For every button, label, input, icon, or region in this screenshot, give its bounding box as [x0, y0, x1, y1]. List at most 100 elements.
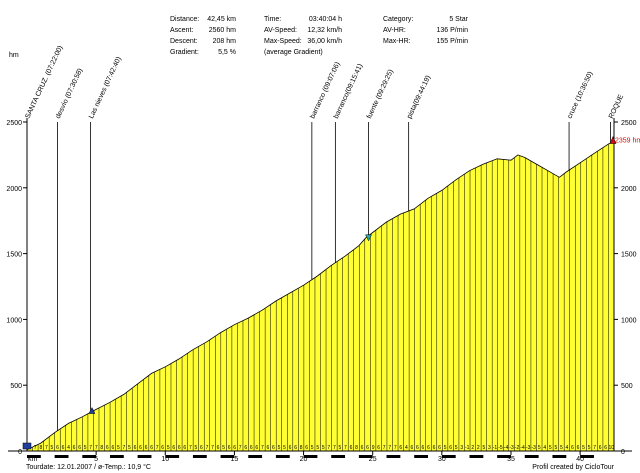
waypoint-label: pista(09:44:19) — [406, 75, 432, 120]
y-tick-label-left: 2000 — [6, 186, 22, 193]
gradient-label: 5 — [278, 445, 281, 451]
gradient-label: 7 — [394, 445, 397, 451]
km-stripe — [580, 455, 594, 458]
gradient-label: 6 — [577, 445, 580, 451]
gradient-label: 5 — [283, 445, 286, 451]
stat-distance-value: 42,45 km — [207, 16, 236, 23]
gradient-label: 6 — [438, 445, 441, 451]
gradient-label: -1 — [493, 445, 498, 451]
gradient-label: 7 — [89, 445, 92, 451]
gradient-label: 5 — [167, 445, 170, 451]
gradient-label: 6 — [305, 445, 308, 451]
gradient-label: 4 — [405, 445, 408, 451]
gradient-label: 6 — [422, 445, 425, 451]
gradient-label: 6 — [145, 445, 148, 451]
gradient-label: 6 — [56, 445, 59, 451]
gradient-label: 7 — [206, 445, 209, 451]
gradient-label: 5 — [588, 445, 591, 451]
gradient-label: 7 — [388, 445, 391, 451]
gradient-label: 6 — [134, 445, 137, 451]
gradient-label: 6 — [267, 445, 270, 451]
km-stripe — [82, 455, 97, 458]
gradient-label: 6 — [62, 445, 65, 451]
waypoint-label: Las nieves (07:42:40) — [88, 56, 123, 120]
gradient-label: 5 — [338, 445, 341, 451]
gradient-label: 6 — [272, 445, 275, 451]
km-stripe — [358, 455, 373, 458]
gradient-label: 5 — [195, 445, 198, 451]
gradient-label: 6 — [377, 445, 380, 451]
stat-descent-label: Descent: — [170, 38, 198, 45]
km-stripe — [137, 455, 152, 458]
gradient-label: 5 — [538, 445, 541, 451]
km-stripe — [441, 455, 456, 458]
stat-avhr-label: AV-HR: — [383, 27, 406, 34]
km-stripe — [497, 455, 511, 458]
gradient-label: 5 — [311, 445, 314, 451]
gradient-label: 6 — [111, 445, 114, 451]
gradient-label: 7 — [189, 445, 192, 451]
gradient-label: 7 — [211, 445, 214, 451]
y-tick-label-left: 1000 — [6, 317, 22, 324]
credit-text: Profil created by CicloTour — [532, 464, 614, 471]
gradient-label: 10 — [608, 445, 614, 451]
gradient-label: 7 — [123, 445, 126, 451]
gradient-label: 6 — [150, 445, 153, 451]
stat-maxhr-value: 155 P/min — [436, 38, 468, 45]
km-stripe — [331, 455, 346, 458]
gradient-label: 6 — [289, 445, 292, 451]
gradient-label: -3 — [509, 445, 514, 451]
start-flag-icon — [22, 442, 32, 450]
gradient-label: 6 — [228, 445, 231, 451]
x-tick-label: 30 — [438, 456, 446, 463]
gradient-label: 6 — [172, 445, 175, 451]
gradient-label: -5 — [498, 445, 503, 451]
gradient-label: -3 — [526, 445, 531, 451]
gradient-label: 5 — [582, 445, 585, 451]
stat-avhr-value: 136 P/min — [436, 27, 468, 34]
gradient-label: 6 — [73, 445, 76, 451]
gradient-label: 6 — [604, 445, 607, 451]
gradient-label: 5 — [117, 445, 120, 451]
gradient-label: 6 — [433, 445, 436, 451]
gradient-label: 6 — [78, 445, 81, 451]
km-stripe — [220, 455, 235, 458]
km-stripe — [248, 455, 263, 458]
gradient-label: 6 — [294, 445, 297, 451]
gradient-label: 6 — [106, 445, 109, 451]
gradient-label: 7 — [333, 445, 336, 451]
gradient-label: 6 — [399, 445, 402, 451]
waypoint-label: ROQUE — [608, 93, 625, 120]
gradient-label: 8 — [300, 445, 303, 451]
gradient-label: 5 — [560, 445, 563, 451]
gradient-label: 5 — [549, 445, 552, 451]
stat-descent-value: 208 hm — [212, 38, 236, 45]
x-tick-label: 15 — [231, 456, 239, 463]
x-tick-label: 10 — [161, 456, 169, 463]
y-tick-label-left: 0 — [18, 449, 22, 456]
gradient-label: 6 — [571, 445, 574, 451]
gradient-label: 6 — [366, 445, 369, 451]
gradient-label: 5 — [84, 445, 87, 451]
stat-category-value: 5 Star — [449, 16, 468, 23]
gradient-label: 5 — [222, 445, 225, 451]
gradient-label: 6 — [217, 445, 220, 451]
gradient-label: 7 — [261, 445, 264, 451]
y-tick-label-left: 500 — [10, 383, 22, 390]
gradient-label: 8 — [39, 445, 42, 451]
x-tick-label: 25 — [369, 456, 377, 463]
gradient-label: 4 — [566, 445, 569, 451]
stat-ascent-value: 2560 hm — [208, 27, 236, 34]
y-tick-label-right: 1500 — [621, 252, 637, 259]
gradient-label: 6 — [200, 445, 203, 451]
km-stripe — [275, 455, 290, 458]
km-stripe — [109, 455, 124, 458]
km-stripe — [469, 455, 484, 458]
summary-stats: Distance: 42,45 km Ascent: 2560 hm Desce… — [0, 0, 640, 60]
y-tick-label-left: 1500 — [6, 252, 22, 259]
km-stripe — [524, 455, 539, 458]
km-stripe — [54, 455, 69, 458]
gradient-label: 7 — [239, 445, 242, 451]
gradient-label: 6 — [139, 445, 142, 451]
